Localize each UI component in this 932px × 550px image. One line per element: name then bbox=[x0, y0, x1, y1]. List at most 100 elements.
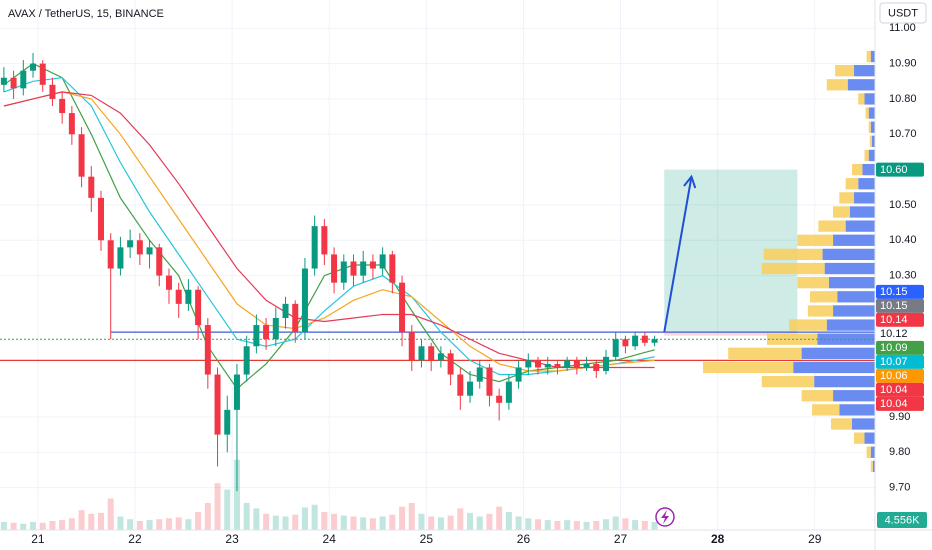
profile-buy bbox=[862, 163, 875, 176]
candle-body bbox=[30, 63, 37, 71]
price-label-bg bbox=[876, 326, 924, 341]
price-label-bg bbox=[876, 340, 924, 355]
price-label-bg bbox=[876, 162, 924, 177]
profile-buy bbox=[858, 178, 875, 190]
volume-bar bbox=[233, 459, 240, 530]
currency-label[interactable]: USDT bbox=[888, 7, 918, 19]
y-tick-label: 10.50 bbox=[889, 199, 917, 211]
candle-body bbox=[39, 63, 46, 85]
volume-bar bbox=[437, 517, 444, 530]
volume-bar bbox=[0, 521, 7, 530]
profile-buy bbox=[872, 460, 875, 473]
profile-sell bbox=[868, 121, 871, 133]
profile-buy bbox=[864, 432, 875, 444]
x-tick-label: 26 bbox=[517, 532, 531, 546]
candle-body bbox=[117, 247, 124, 269]
candle-body bbox=[437, 353, 444, 361]
candle-body bbox=[408, 332, 415, 361]
volume-bar bbox=[195, 512, 202, 530]
volume-bar bbox=[321, 512, 328, 530]
x-tick-label: 23 bbox=[225, 532, 239, 546]
profile-buy bbox=[828, 277, 875, 289]
profile-buy bbox=[801, 347, 875, 359]
volume-bar bbox=[593, 521, 600, 530]
volume-bar bbox=[379, 516, 386, 530]
candle-body bbox=[651, 339, 658, 343]
candle-body bbox=[49, 84, 56, 99]
profile-sell bbox=[854, 432, 865, 444]
volume-bar bbox=[78, 510, 85, 530]
candle-body bbox=[146, 247, 153, 255]
x-tick-label: 25 bbox=[420, 532, 434, 546]
candle-body bbox=[340, 261, 347, 283]
profile-buy bbox=[814, 375, 875, 388]
price-label: 10.06 bbox=[880, 370, 908, 382]
candle-body bbox=[204, 325, 211, 375]
candle-body bbox=[418, 346, 425, 361]
profile-sell bbox=[839, 192, 855, 204]
candle-body bbox=[127, 240, 134, 248]
profile-buy bbox=[870, 50, 875, 63]
profile-buy bbox=[833, 234, 875, 246]
volume-bar bbox=[583, 521, 590, 530]
volume-bar bbox=[20, 523, 27, 530]
profile-buy bbox=[826, 319, 875, 331]
profile-sell bbox=[807, 305, 834, 317]
volume-bar bbox=[127, 519, 134, 530]
candle-body bbox=[457, 374, 464, 396]
volume-bar bbox=[418, 513, 425, 530]
price-label-bg bbox=[876, 284, 924, 299]
profile-buy bbox=[864, 93, 875, 105]
volume-bar bbox=[496, 506, 503, 530]
currency-button[interactable] bbox=[879, 2, 927, 24]
profile-buy bbox=[870, 121, 875, 133]
candle-body bbox=[525, 360, 532, 368]
volume-bar bbox=[612, 516, 619, 530]
x-tick-label: 22 bbox=[128, 532, 142, 546]
profile-sell bbox=[818, 220, 846, 232]
volume-bar bbox=[340, 515, 347, 530]
volume-bar bbox=[573, 521, 580, 530]
volume-bar bbox=[185, 519, 192, 530]
x-tick-label: 27 bbox=[614, 532, 628, 546]
volume-label: 4.556K bbox=[885, 514, 921, 526]
candle-body bbox=[185, 289, 192, 304]
candle-body bbox=[583, 363, 590, 368]
volume-bar bbox=[360, 517, 367, 530]
volume-bar bbox=[544, 520, 551, 530]
candle-body bbox=[369, 261, 376, 269]
x-tick-label: 28 bbox=[711, 532, 725, 546]
volume-bar bbox=[39, 522, 46, 530]
profile-sell bbox=[809, 291, 838, 303]
profile-buy bbox=[837, 291, 875, 303]
volume-bar bbox=[651, 521, 658, 530]
volume-bar bbox=[399, 506, 406, 530]
candle-body bbox=[564, 360, 571, 368]
volume-bar bbox=[263, 513, 270, 530]
candle-body bbox=[301, 268, 308, 333]
candle-body bbox=[350, 261, 357, 276]
volume-bar bbox=[68, 518, 75, 530]
candle-body bbox=[505, 381, 512, 403]
lightning-icon bbox=[661, 510, 669, 524]
plot bbox=[0, 0, 875, 530]
candle-body bbox=[165, 275, 172, 290]
x-tick-label: 24 bbox=[323, 532, 337, 546]
y-tick-label: 9.80 bbox=[889, 446, 910, 458]
candle-body bbox=[0, 77, 7, 85]
profile-sell bbox=[728, 347, 802, 359]
volume-bar bbox=[632, 520, 639, 530]
profile-sell bbox=[797, 234, 834, 246]
price-label: 10.12 bbox=[880, 328, 908, 340]
volume-bar bbox=[10, 522, 17, 530]
candle-body bbox=[399, 282, 406, 333]
volume-bar bbox=[30, 521, 37, 530]
profile-sell bbox=[761, 375, 815, 388]
profile-sell bbox=[870, 460, 873, 473]
price-label-bg bbox=[876, 368, 924, 383]
volume-bar bbox=[214, 483, 221, 530]
price-label: 10.09 bbox=[880, 342, 908, 354]
volume-bar bbox=[554, 521, 561, 530]
profile-buy bbox=[824, 262, 875, 275]
